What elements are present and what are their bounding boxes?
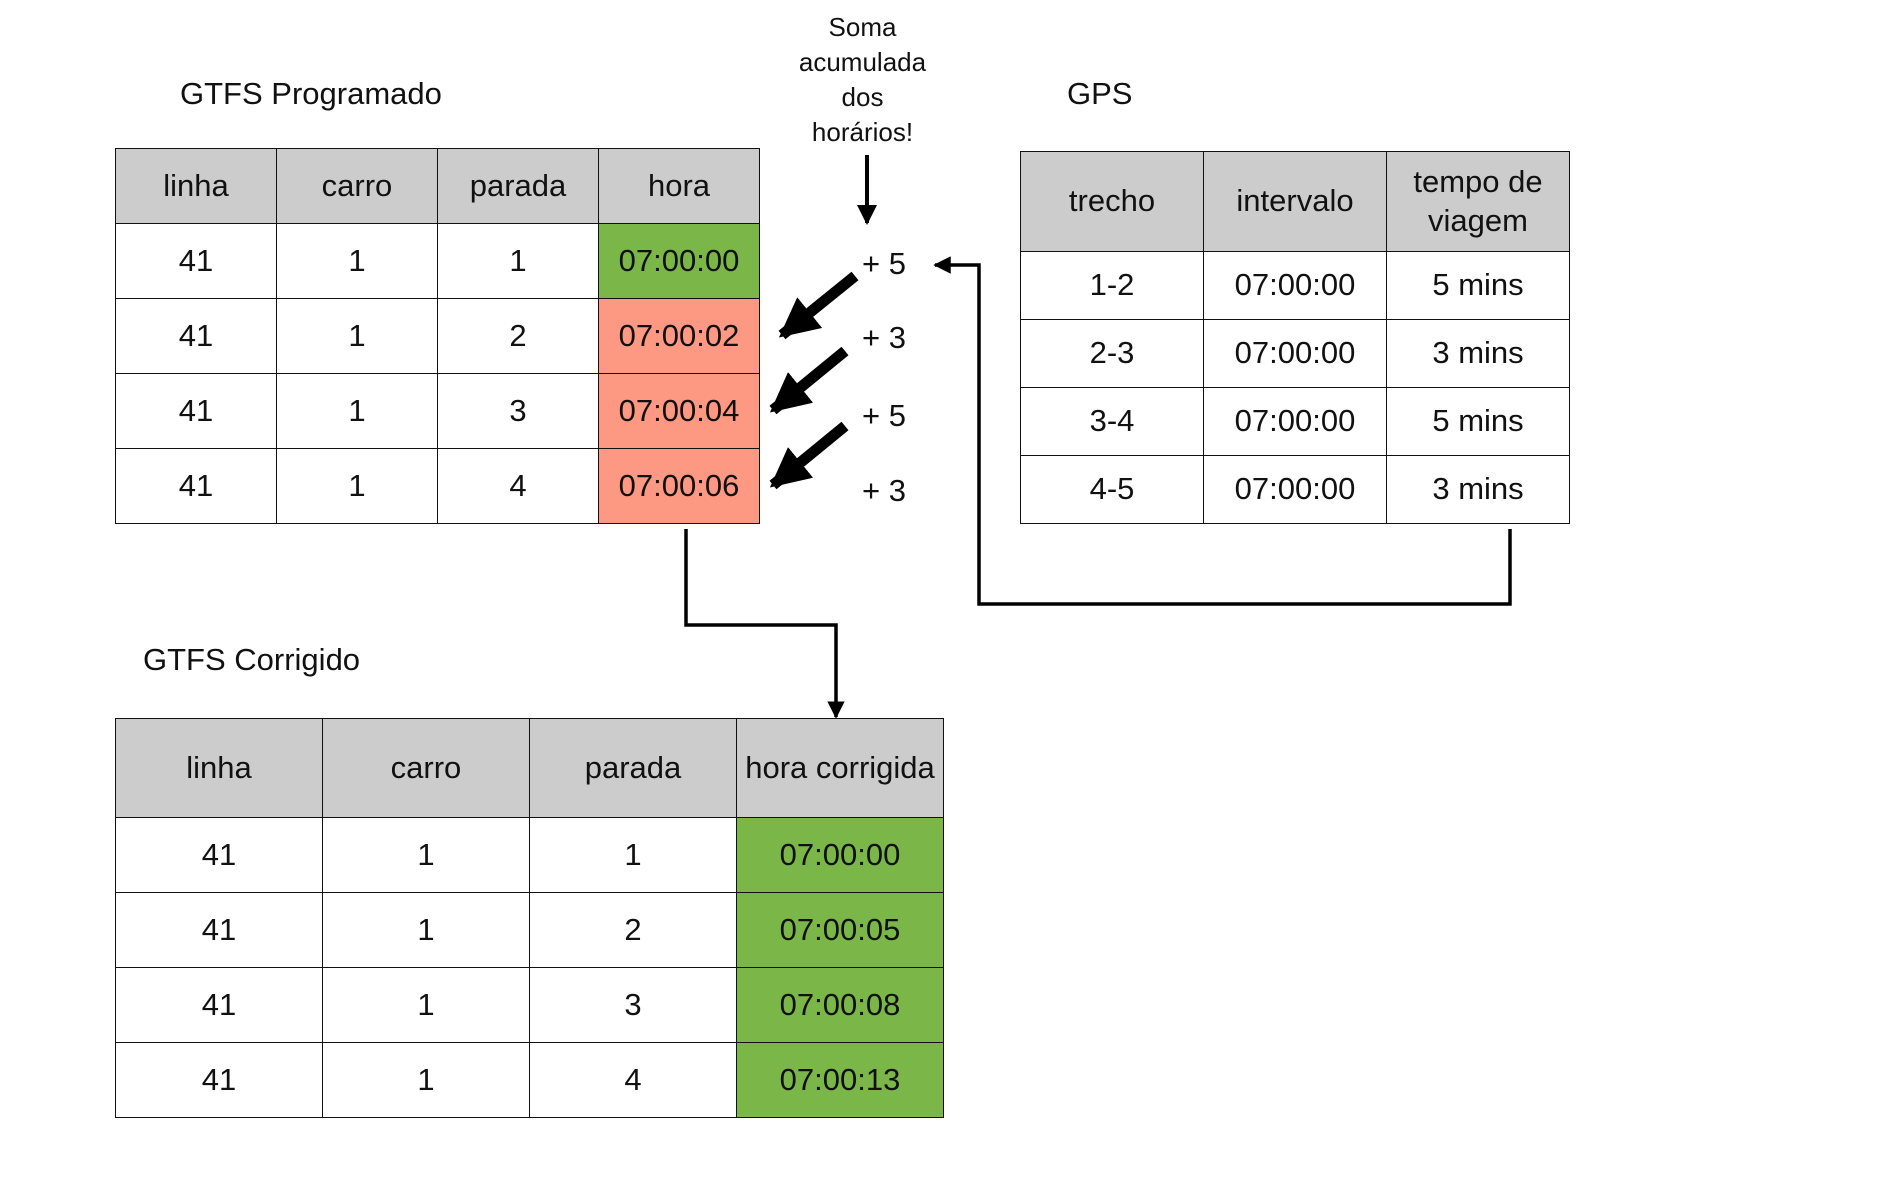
cell-intervalo: 07:00:00: [1203, 251, 1387, 320]
header-hora-corrigida: hora corrigida: [736, 718, 944, 818]
increment-arrow: [769, 421, 849, 490]
table-row: 41 1 4 07:00:06: [115, 448, 760, 524]
cell-hora-wrong: 07:00:02: [598, 298, 760, 374]
increment-label: + 3: [862, 320, 906, 355]
programado-title: GTFS Programado: [180, 76, 442, 111]
cell-carro: 1: [276, 448, 438, 524]
table-row: 41 1 2 07:00:02: [115, 298, 760, 374]
header-carro: carro: [276, 148, 438, 224]
header-linha: linha: [115, 148, 277, 224]
cell-trecho: 4-5: [1020, 455, 1204, 524]
gtfs-corrigido-table: linha carro parada hora corrigida 41 1 1…: [115, 718, 944, 1118]
cell-linha: 41: [115, 1042, 323, 1118]
cumulative-sum-note: Soma acumulada dos horários!: [798, 12, 927, 147]
cell-linha: 41: [115, 892, 323, 968]
table-row: 41 1 1 07:00:00: [115, 223, 760, 299]
table-row: 41 1 3 07:00:04: [115, 373, 760, 449]
cell-carro: 1: [276, 298, 438, 374]
cell-linha: 41: [115, 817, 323, 893]
cell-trecho: 1-2: [1020, 251, 1204, 320]
cell-parada: 3: [437, 373, 599, 449]
cell-intervalo: 07:00:00: [1203, 319, 1387, 388]
gtfs-programado-table: linha carro parada hora 41 1 1 07:00:00 …: [115, 148, 760, 524]
gps-title: GPS: [1067, 76, 1133, 111]
cell-carro: 1: [322, 1042, 530, 1118]
cell-hora-wrong: 07:00:04: [598, 373, 760, 449]
cell-carro: 1: [322, 967, 530, 1043]
corrigido-title: GTFS Corrigido: [143, 642, 361, 677]
table-row: 4-5 07:00:00 3 mins: [1020, 455, 1570, 524]
cell-hora-corrigida: 07:00:00: [736, 817, 944, 893]
cell-parada: 2: [437, 298, 599, 374]
header-intervalo: intervalo: [1203, 151, 1387, 252]
table-row: 41 1 2 07:00:05: [115, 892, 944, 968]
cell-linha: 41: [115, 448, 277, 524]
cell-carro: 1: [276, 373, 438, 449]
correction-connector: [684, 529, 845, 719]
cell-tempo: 3 mins: [1386, 319, 1570, 388]
table-row: 41 1 4 07:00:13: [115, 1042, 944, 1118]
cell-intervalo: 07:00:00: [1203, 455, 1387, 524]
cell-hora-corrigida: 07:00:05: [736, 892, 944, 968]
cell-tempo: 3 mins: [1386, 455, 1570, 524]
cell-hora-wrong: 07:00:06: [598, 448, 760, 524]
gps-table: trecho intervalo tempo de viagem 1-2 07:…: [1020, 151, 1570, 524]
table-header-row: linha carro parada hora corrigida: [115, 718, 944, 818]
increment-label: + 5: [862, 246, 906, 281]
increment-label: + 5: [862, 398, 906, 433]
increment-arrow: [778, 271, 859, 340]
cell-parada: 4: [437, 448, 599, 524]
header-tempo-de-viagem: tempo de viagem: [1386, 151, 1570, 252]
header-linha: linha: [115, 718, 323, 818]
table-header-row: linha carro parada hora: [115, 148, 760, 224]
table-row: 41 1 3 07:00:08: [115, 967, 944, 1043]
cell-trecho: 2-3: [1020, 319, 1204, 388]
header-carro: carro: [322, 718, 530, 818]
gps-connector: [933, 256, 1512, 606]
increment-label: + 3: [862, 473, 906, 508]
cell-carro: 1: [276, 223, 438, 299]
increment-arrow: [769, 346, 849, 415]
cell-parada: 3: [529, 967, 737, 1043]
header-trecho: trecho: [1020, 151, 1204, 252]
cell-hora-ok: 07:00:00: [598, 223, 760, 299]
header-parada: parada: [437, 148, 599, 224]
header-hora: hora: [598, 148, 760, 224]
cell-hora-corrigida: 07:00:08: [736, 967, 944, 1043]
table-row: 1-2 07:00:00 5 mins: [1020, 251, 1570, 320]
cell-linha: 41: [115, 223, 277, 299]
cell-parada: 2: [529, 892, 737, 968]
cell-intervalo: 07:00:00: [1203, 387, 1387, 456]
table-row: 2-3 07:00:00 3 mins: [1020, 319, 1570, 388]
cell-linha: 41: [115, 298, 277, 374]
table-header-row: trecho intervalo tempo de viagem: [1020, 151, 1570, 252]
cell-parada: 4: [529, 1042, 737, 1118]
header-parada: parada: [529, 718, 737, 818]
cell-tempo: 5 mins: [1386, 387, 1570, 456]
cell-tempo: 5 mins: [1386, 251, 1570, 320]
table-row: 3-4 07:00:00 5 mins: [1020, 387, 1570, 456]
cell-hora-corrigida: 07:00:13: [736, 1042, 944, 1118]
cell-parada: 1: [437, 223, 599, 299]
